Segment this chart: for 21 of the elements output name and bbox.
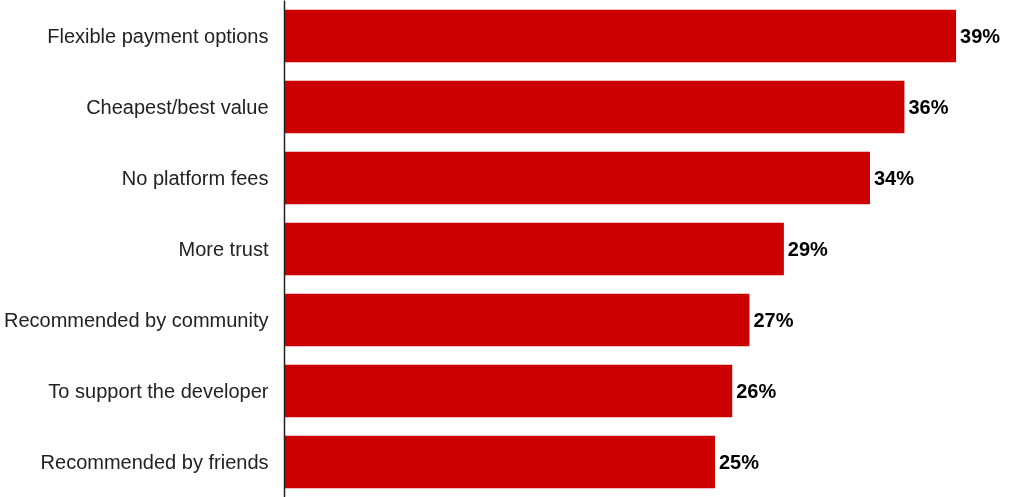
data-label: 39%: [960, 25, 1001, 47]
bar: [284, 222, 784, 276]
y-tick-label: Cheapest/best value: [86, 96, 269, 118]
y-tick-label: Recommended by community: [3, 309, 269, 331]
bar: [284, 80, 905, 134]
data-label: 29%: [787, 238, 829, 260]
bar: [284, 293, 750, 347]
bar: [284, 364, 733, 418]
data-label: 25%: [719, 451, 760, 473]
y-tick-label: No platform fees: [121, 167, 269, 189]
data-label: 26%: [736, 380, 777, 402]
data-label: 27%: [753, 309, 794, 331]
y-tick-label: More trust: [178, 238, 269, 260]
y-tick-label: Flexible payment options: [47, 25, 269, 47]
bar: [284, 151, 870, 205]
data-label: 34%: [873, 167, 915, 189]
bar: [284, 9, 957, 63]
y-tick-label: Recommended by friends: [40, 451, 269, 473]
bar: [284, 435, 715, 489]
y-tick-label: To support the developer: [48, 380, 269, 402]
data-label: 36%: [908, 96, 949, 118]
